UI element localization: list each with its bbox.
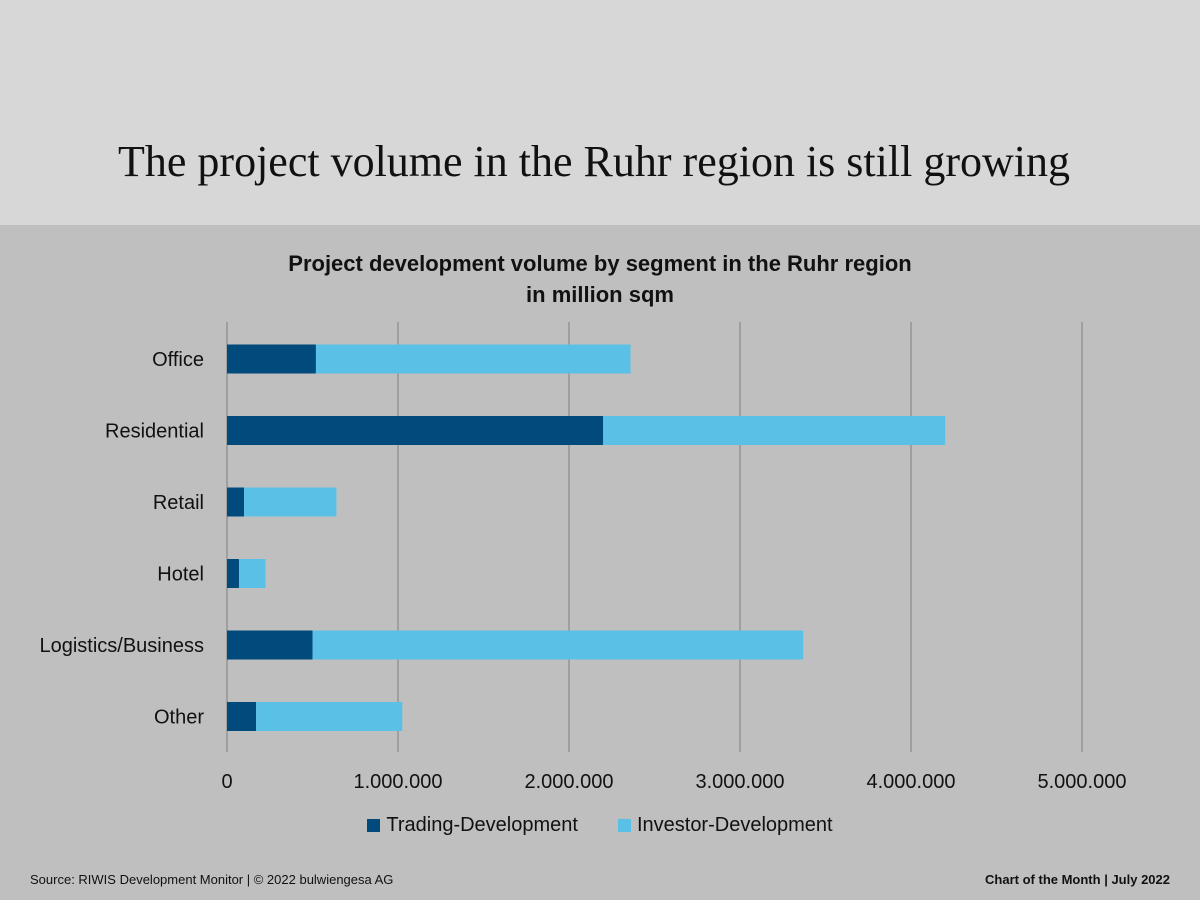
chart-title: Project development volume by segment in… bbox=[288, 251, 912, 276]
bar-other-investor-development bbox=[256, 702, 403, 731]
bar-hotel-investor-development bbox=[238, 559, 266, 588]
legend-swatch-trading bbox=[367, 819, 381, 832]
x-tick-label-5: 5.000.000 bbox=[1038, 771, 1127, 793]
bar-office-trading-development bbox=[227, 344, 316, 374]
bar-other-trading-development bbox=[227, 702, 257, 731]
chart-subtitle: in million sqm bbox=[526, 282, 674, 307]
bar-retail-trading-development bbox=[227, 487, 245, 517]
bar-retail-investor-development bbox=[244, 487, 337, 517]
x-tick-labels: 0 1.000.000 2.000.000 3.000.000 4.000.000 5.0… bbox=[221, 771, 1126, 793]
source-note: Source: RIWIS Development Monitor | © 20… bbox=[30, 872, 394, 887]
legend-label-trading: Trading-Development bbox=[386, 814, 578, 836]
category-label-other: Other bbox=[154, 707, 204, 729]
x-tick-label-4: 4.000.000 bbox=[867, 771, 956, 793]
category-label-hotel: Hotel bbox=[157, 564, 204, 586]
gridlines bbox=[226, 322, 1083, 752]
legend: Trading-Development Investor-Development bbox=[0, 814, 1200, 837]
bar-logistics-business-trading-development bbox=[227, 630, 313, 660]
legend-swatch-investor bbox=[617, 819, 631, 832]
bar-hotel-trading-development bbox=[227, 559, 239, 588]
category-label-residential: Residential bbox=[105, 421, 204, 443]
chart-title-block: Project development volume by segment in… bbox=[0, 248, 1200, 310]
category-labels: Office Residential Retail Hotel Logistics/Bu… bbox=[39, 349, 204, 729]
bar-office-investor-development bbox=[315, 344, 631, 374]
category-label-office: Office bbox=[152, 349, 204, 371]
slide-title: The project volume in the Ruhr region is… bbox=[118, 137, 1070, 186]
bar-logistics-business-investor-development bbox=[312, 630, 804, 660]
category-label-logistics-business: Logistics/Business bbox=[39, 635, 204, 657]
bars bbox=[227, 344, 946, 731]
x-tick-label-3: 3.000.000 bbox=[696, 771, 785, 793]
x-tick-label-1: 1.000.000 bbox=[354, 771, 443, 793]
chart-of-the-month-note: Chart of the Month | July 2022 bbox=[985, 872, 1170, 887]
legend-item-trading: Trading-Development bbox=[367, 814, 578, 837]
legend-label-investor: Investor-Development bbox=[636, 814, 833, 836]
bar-residential-trading-development bbox=[227, 416, 604, 445]
category-label-retail: Retail bbox=[153, 492, 204, 514]
x-tick-label-0: 0 bbox=[221, 771, 232, 793]
bar-residential-investor-development bbox=[603, 416, 946, 445]
legend-item-investor: Investor-Development bbox=[617, 814, 833, 837]
slide-header: The project volume in the Ruhr region is… bbox=[0, 0, 1200, 225]
x-tick-label-2: 2.000.000 bbox=[525, 771, 614, 793]
